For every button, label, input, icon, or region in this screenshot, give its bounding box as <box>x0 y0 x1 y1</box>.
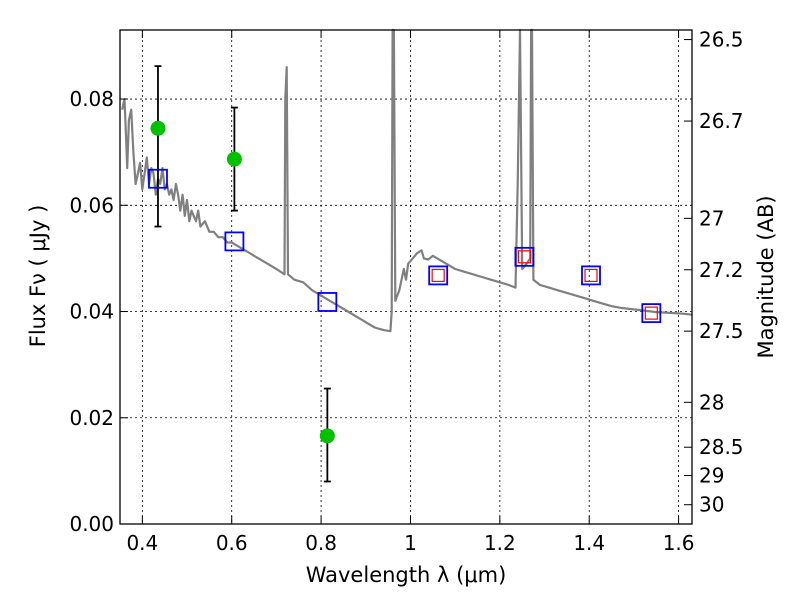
model-photometry <box>148 168 662 324</box>
x-tick-label: 1.4 <box>573 531 605 555</box>
model-square <box>428 265 449 286</box>
right-axis-label: Magnitude (AB) <box>754 195 778 358</box>
x-tick-label: 0.6 <box>216 531 248 555</box>
x-tick-label: 1 <box>404 531 417 555</box>
model-square-inner <box>584 268 598 283</box>
x-tick-label: 1.6 <box>663 531 695 555</box>
x-axis-label: Wavelength λ (μm) <box>306 563 507 587</box>
mag-tick-label: 27 <box>699 206 724 230</box>
y-tick-label: 0.02 <box>69 406 114 430</box>
model-square-inner <box>644 306 658 320</box>
model-square <box>514 246 535 267</box>
mag-tick-label: 29 <box>699 464 724 488</box>
axis-ticks: 0.4 0.6 0.8 1 1.2 1.4 1.6 0.00 0.02 0.04 0.06 0.08 2… <box>69 28 743 555</box>
model-square-inner <box>431 268 445 283</box>
model-square <box>317 292 338 312</box>
observed-point <box>226 151 242 167</box>
mag-tick-label: 30 <box>699 493 724 517</box>
mag-tick-label: 26.7 <box>699 109 744 133</box>
observed-point <box>150 120 166 136</box>
error-bars <box>154 65 331 483</box>
y-axis-label: Flux Fν ( μJy ) <box>26 205 50 348</box>
y-tick-label: 0.06 <box>69 193 114 217</box>
model-square <box>641 303 662 324</box>
model-spectrum <box>121 28 693 333</box>
observed-point <box>319 428 335 444</box>
mag-tick-label: 28.5 <box>699 435 744 459</box>
mag-tick-label: 28 <box>699 390 724 414</box>
model-square-inner <box>517 250 532 264</box>
y-tick-label: 0.00 <box>69 512 114 536</box>
model-square <box>581 265 601 286</box>
observed-points <box>150 120 335 444</box>
plot-frame <box>119 29 693 525</box>
x-tick-label: 0.4 <box>126 531 158 555</box>
mag-tick-label: 27.5 <box>699 319 744 343</box>
x-tick-label: 0.8 <box>305 531 337 555</box>
mag-tick-label: 27.2 <box>699 258 744 282</box>
x-tick-label: 1.2 <box>484 531 516 555</box>
model-square <box>224 231 245 252</box>
y-tick-label: 0.08 <box>69 87 114 111</box>
spectrum-line <box>121 28 693 333</box>
y-tick-label: 0.04 <box>69 300 114 324</box>
model-square <box>148 168 168 189</box>
mag-tick-label: 26.5 <box>699 28 744 52</box>
